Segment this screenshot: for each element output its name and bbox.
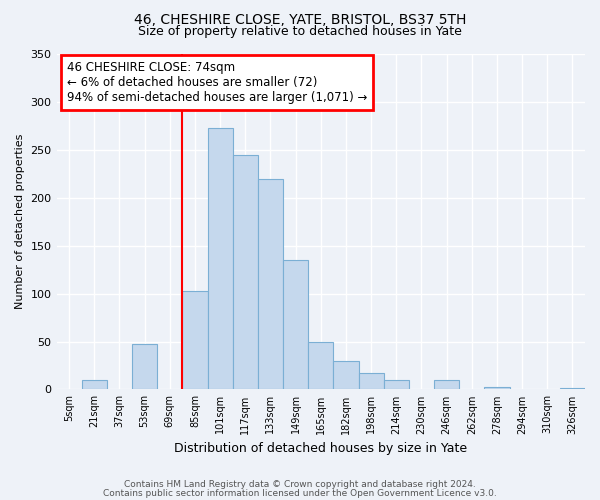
Bar (258, 178, 283, 390)
Bar (208, 128, 233, 390)
Bar (82, 380, 107, 390)
Bar (560, 388, 585, 390)
Bar (334, 360, 359, 390)
Bar (383, 380, 409, 390)
Bar (434, 380, 459, 390)
Text: 46 CHESHIRE CLOSE: 74sqm
← 6% of detached houses are smaller (72)
94% of semi-de: 46 CHESHIRE CLOSE: 74sqm ← 6% of detache… (67, 60, 367, 104)
Bar (132, 344, 157, 390)
Y-axis label: Number of detached properties: Number of detached properties (15, 134, 25, 310)
Bar (182, 290, 208, 390)
Bar (283, 260, 308, 390)
Text: Size of property relative to detached houses in Yate: Size of property relative to detached ho… (138, 25, 462, 38)
Bar (484, 386, 509, 390)
Text: Contains HM Land Registry data © Crown copyright and database right 2024.: Contains HM Land Registry data © Crown c… (124, 480, 476, 489)
Bar (308, 342, 334, 390)
Text: Contains public sector information licensed under the Open Government Licence v3: Contains public sector information licen… (103, 488, 497, 498)
X-axis label: Distribution of detached houses by size in Yate: Distribution of detached houses by size … (174, 442, 467, 455)
Text: 46, CHESHIRE CLOSE, YATE, BRISTOL, BS37 5TH: 46, CHESHIRE CLOSE, YATE, BRISTOL, BS37 … (134, 12, 466, 26)
Bar (233, 154, 258, 390)
Bar (359, 373, 383, 390)
